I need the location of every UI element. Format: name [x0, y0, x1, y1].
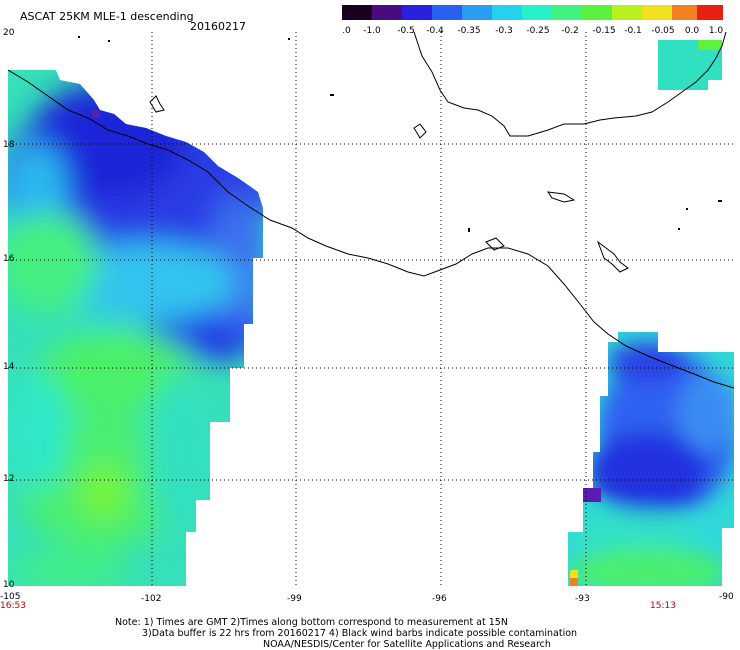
swath-northeast [658, 40, 722, 90]
lat-label: 12 [3, 474, 15, 484]
colorbar-label: -0.3 [495, 26, 513, 35]
lon-label: -99 [287, 594, 302, 604]
note-line-2: 3)Data buffer is 22 hrs from 20160217 4)… [142, 628, 578, 639]
lon-label: -102 [141, 594, 162, 604]
lat-label: 20 [3, 28, 15, 38]
note-line-1: Note: 1) Times are GMT 2)Times along bot… [115, 617, 508, 628]
lon-label: -105 [0, 592, 21, 602]
colorbar-label: -0.5 [397, 26, 415, 35]
graticule [8, 32, 734, 586]
colorbar-ticks: -3.0 -1.0 -0.5 -0.4 -0.35 -0.3 -0.25 -0.… [342, 26, 723, 35]
colorbar-label: 0.0 [685, 26, 700, 35]
right-time: 15:13 [650, 601, 676, 611]
coast-islands [78, 36, 722, 232]
colorbar-label: -0.25 [526, 26, 549, 35]
map-date: 20160217 [190, 20, 246, 33]
colorbar-label: -0.1 [624, 26, 642, 35]
colorbar-label: -0.15 [592, 26, 615, 35]
lat-label: 14 [3, 362, 15, 372]
lon-label: -93 [575, 594, 590, 604]
colorbar-label: 1.0 [709, 26, 724, 35]
colorbar-label: -0.35 [457, 26, 480, 35]
colorbar-label: -1.0 [363, 26, 381, 35]
colorbar-label: -0.2 [561, 26, 579, 35]
map-title: ASCAT 25KM MLE-1 descending [20, 10, 194, 23]
colorbar-label: -3.0 [342, 26, 351, 35]
lat-label: 18 [3, 140, 15, 150]
colorbar-label: -0.05 [651, 26, 674, 35]
coastline [8, 32, 734, 389]
lon-label: -90 [719, 592, 734, 602]
lat-label: 16 [3, 254, 15, 264]
swath-west [8, 70, 263, 586]
colorbar-label: -0.4 [426, 26, 444, 35]
note-line-3: NOAA/NESDIS/Center for Satellite Applica… [263, 639, 551, 650]
colorbar: -3.0 -1.0 -0.5 -0.4 -0.35 -0.3 -0.25 -0.… [342, 5, 723, 35]
left-time: 16:53 [0, 601, 26, 611]
colorbar-swatches [342, 5, 723, 20]
lon-label: -96 [432, 594, 447, 604]
lat-label: 10 [3, 580, 15, 590]
swath-east [568, 332, 734, 586]
map-panel[interactable] [8, 32, 734, 586]
